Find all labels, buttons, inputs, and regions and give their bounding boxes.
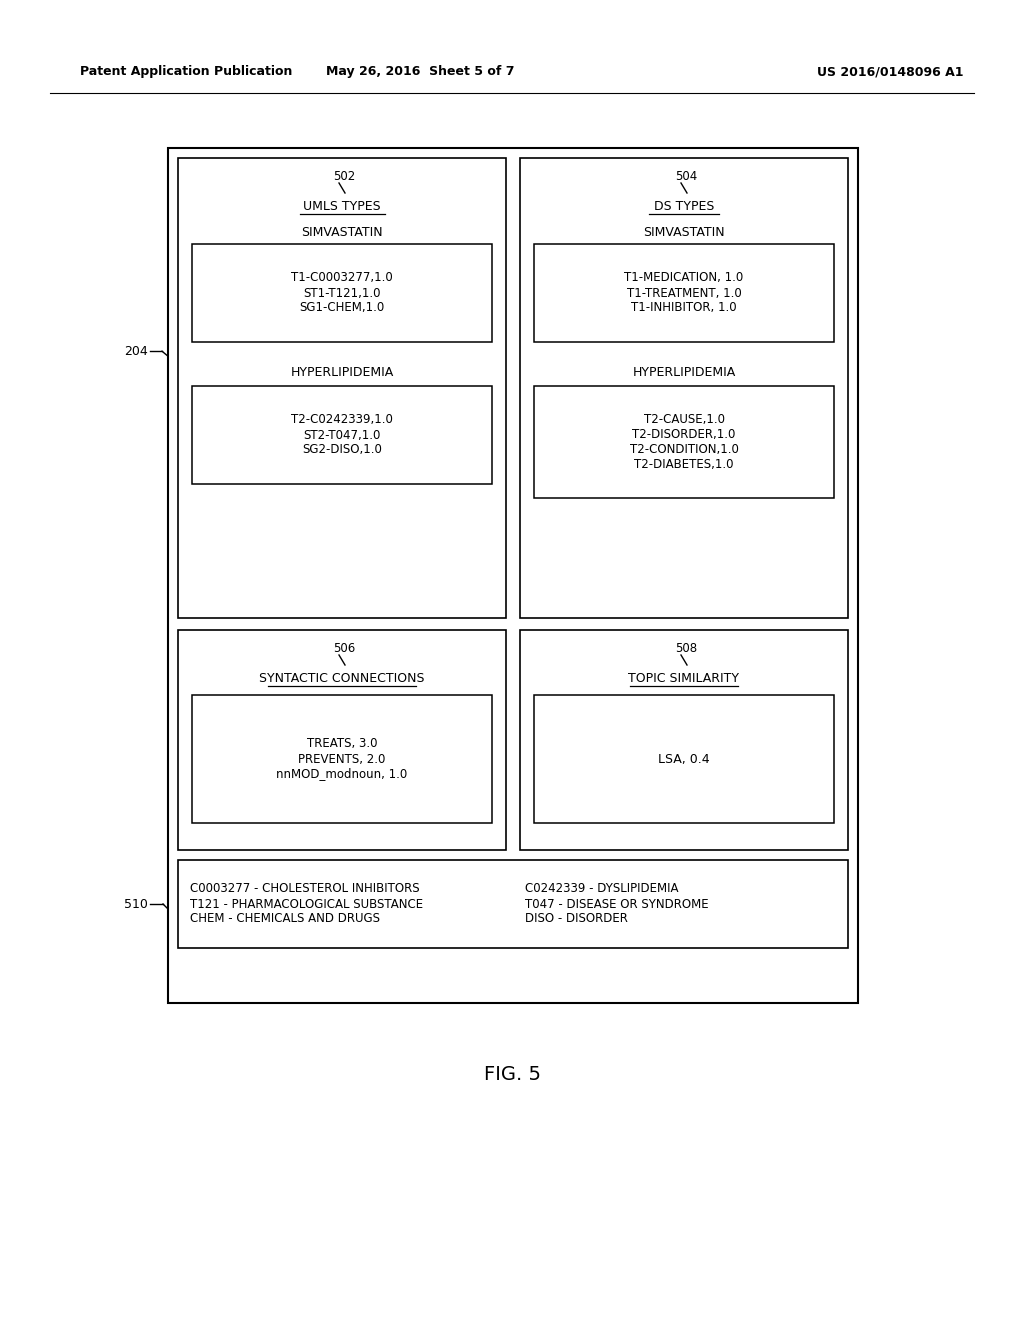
Text: May 26, 2016  Sheet 5 of 7: May 26, 2016 Sheet 5 of 7 — [326, 66, 514, 78]
Text: T1-C0003277,1.0
ST1-T121,1.0
SG1-CHEM,1.0: T1-C0003277,1.0 ST1-T121,1.0 SG1-CHEM,1.… — [291, 272, 393, 314]
Text: LSA, 0.4: LSA, 0.4 — [658, 752, 710, 766]
Text: 502: 502 — [333, 169, 355, 182]
Text: Patent Application Publication: Patent Application Publication — [80, 66, 293, 78]
Text: DS TYPES: DS TYPES — [653, 199, 714, 213]
Bar — [168, 148, 858, 1003]
Text: T2-CAUSE,1.0
T2-DISORDER,1.0
T2-CONDITION,1.0
T2-DIABETES,1.0: T2-CAUSE,1.0 T2-DISORDER,1.0 T2-CONDITIO… — [630, 413, 738, 471]
Text: SIMVASTATIN: SIMVASTATIN — [643, 226, 725, 239]
Text: SIMVASTATIN: SIMVASTATIN — [301, 226, 383, 239]
Text: SYNTACTIC CONNECTIONS: SYNTACTIC CONNECTIONS — [259, 672, 425, 685]
Bar — [193, 385, 492, 484]
Text: 508: 508 — [675, 642, 697, 655]
Text: T1-MEDICATION, 1.0
T1-TREATMENT, 1.0
T1-INHIBITOR, 1.0: T1-MEDICATION, 1.0 T1-TREATMENT, 1.0 T1-… — [625, 272, 743, 314]
Bar — [534, 385, 834, 498]
Text: T2-C0242339,1.0
ST2-T047,1.0
SG2-DISO,1.0: T2-C0242339,1.0 ST2-T047,1.0 SG2-DISO,1.… — [291, 413, 393, 457]
Bar — [520, 630, 848, 850]
Text: TOPIC SIMILARITY: TOPIC SIMILARITY — [629, 672, 739, 685]
Text: US 2016/0148096 A1: US 2016/0148096 A1 — [817, 66, 964, 78]
Text: 506: 506 — [333, 642, 355, 655]
Bar — [178, 861, 848, 948]
Text: TREATS, 3.0
PREVENTS, 2.0
nnMOD_modnoun, 1.0: TREATS, 3.0 PREVENTS, 2.0 nnMOD_modnoun,… — [276, 738, 408, 780]
Bar — [534, 696, 834, 822]
Bar — [193, 244, 492, 342]
Bar — [520, 158, 848, 618]
Bar — [534, 244, 834, 342]
Text: HYPERLIPIDEMIA: HYPERLIPIDEMIA — [633, 367, 735, 380]
Text: C0003277 - CHOLESTEROL INHIBITORS
T121 - PHARMACOLOGICAL SUBSTANCE
CHEM - CHEMIC: C0003277 - CHOLESTEROL INHIBITORS T121 -… — [190, 883, 423, 925]
Text: 204: 204 — [124, 345, 148, 358]
Bar — [178, 630, 506, 850]
Bar — [178, 158, 506, 618]
Text: FIG. 5: FIG. 5 — [483, 1065, 541, 1085]
Text: UMLS TYPES: UMLS TYPES — [303, 199, 381, 213]
Text: 510: 510 — [124, 898, 148, 911]
Text: C0242339 - DYSLIPIDEMIA
T047 - DISEASE OR SYNDROME
DISO - DISORDER: C0242339 - DYSLIPIDEMIA T047 - DISEASE O… — [525, 883, 709, 925]
Bar — [193, 696, 492, 822]
Text: 504: 504 — [675, 169, 697, 182]
Text: HYPERLIPIDEMIA: HYPERLIPIDEMIA — [291, 367, 393, 380]
